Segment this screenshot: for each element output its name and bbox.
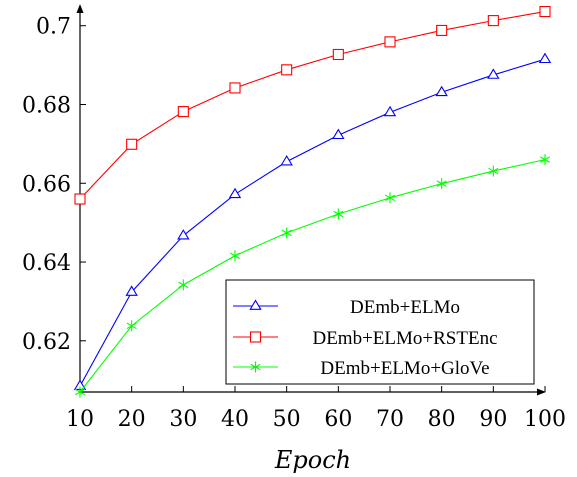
y-tick-label: 0.62 <box>22 330 71 355</box>
legend-swatch-marker <box>250 361 261 373</box>
x-tick-label: 80 <box>428 407 456 432</box>
series-layer <box>73 5 552 398</box>
series-2-marker <box>229 82 241 94</box>
legend-swatch-marker <box>249 331 262 343</box>
y-axis-arrow <box>76 4 84 13</box>
series-2 <box>74 5 551 205</box>
y-tick-label: 0.68 <box>22 93 71 118</box>
series-3 <box>74 154 551 398</box>
x-tick-label: 100 <box>524 407 566 432</box>
legend-entry: DEmb+ELMo <box>233 297 460 318</box>
x-axis-label: Epoch <box>274 446 351 474</box>
series-3-marker <box>384 192 396 204</box>
ticks: 10 20 30 40 50 60 70 80 90 100 0.62 0.64 0.66 0.68 0.7 <box>22 15 566 432</box>
x-tick-label: 70 <box>376 407 404 432</box>
legend: DEmb+ELMo DEmb+ELMo+RSTEnc DEmb+ELMo+GloVe <box>225 279 535 385</box>
series-3-marker <box>488 165 499 177</box>
series-3-marker <box>229 250 241 262</box>
series-2-marker <box>384 36 396 48</box>
series-2-marker <box>281 64 293 76</box>
series-1-marker <box>435 85 448 97</box>
series-2-marker <box>177 106 189 118</box>
legend-label: DEmb+ELMo <box>350 297 460 318</box>
x-tick-label: 40 <box>221 407 249 432</box>
series-3-line <box>79 159 546 393</box>
series-2-marker <box>539 5 551 18</box>
series-3-marker <box>126 320 137 332</box>
series-1-marker <box>332 128 345 140</box>
x-tick-label: 60 <box>324 407 352 432</box>
series-3-marker <box>333 208 344 220</box>
series-2-line <box>79 11 546 200</box>
legend-label: DEmb+ELMo+RSTEnc <box>312 328 497 349</box>
x-tick-label: 20 <box>118 407 146 432</box>
legend-swatch-marker <box>249 299 262 310</box>
series-1-marker <box>487 68 500 79</box>
series-2-marker <box>487 15 499 27</box>
series-2-marker <box>126 138 138 150</box>
series-1 <box>73 52 552 390</box>
y-tick-label: 0.66 <box>22 172 71 197</box>
series-1-marker <box>538 52 552 64</box>
series-1-marker <box>228 187 242 199</box>
series-2-marker <box>332 48 344 61</box>
series-2-marker <box>436 24 448 36</box>
series-3-marker <box>74 386 86 398</box>
legend-label: DEmb+ELMo+GloVe <box>320 358 489 379</box>
series-3-marker <box>281 227 292 239</box>
series-1-marker <box>280 155 293 166</box>
legend-entry: DEmb+ELMo+GloVe <box>233 358 490 379</box>
x-tick-label: 50 <box>273 407 301 432</box>
series-1-marker <box>383 105 397 117</box>
x-tick-label: 30 <box>169 407 197 432</box>
series-1-marker <box>177 229 190 240</box>
y-tick-label: 0.7 <box>36 15 71 40</box>
x-tick-label: 10 <box>66 407 94 432</box>
series-3-marker <box>436 178 447 190</box>
y-tick-label: 0.64 <box>22 251 71 276</box>
x-axis-arrow <box>537 388 546 396</box>
series-1-marker <box>125 285 138 296</box>
series-2-marker <box>74 193 86 205</box>
series-1-line <box>79 58 546 387</box>
x-tick-label: 90 <box>479 407 507 432</box>
series-3-marker <box>539 154 551 166</box>
series-3-marker <box>178 279 189 291</box>
legend-entry: DEmb+ELMo+RSTEnc <box>233 328 498 349</box>
